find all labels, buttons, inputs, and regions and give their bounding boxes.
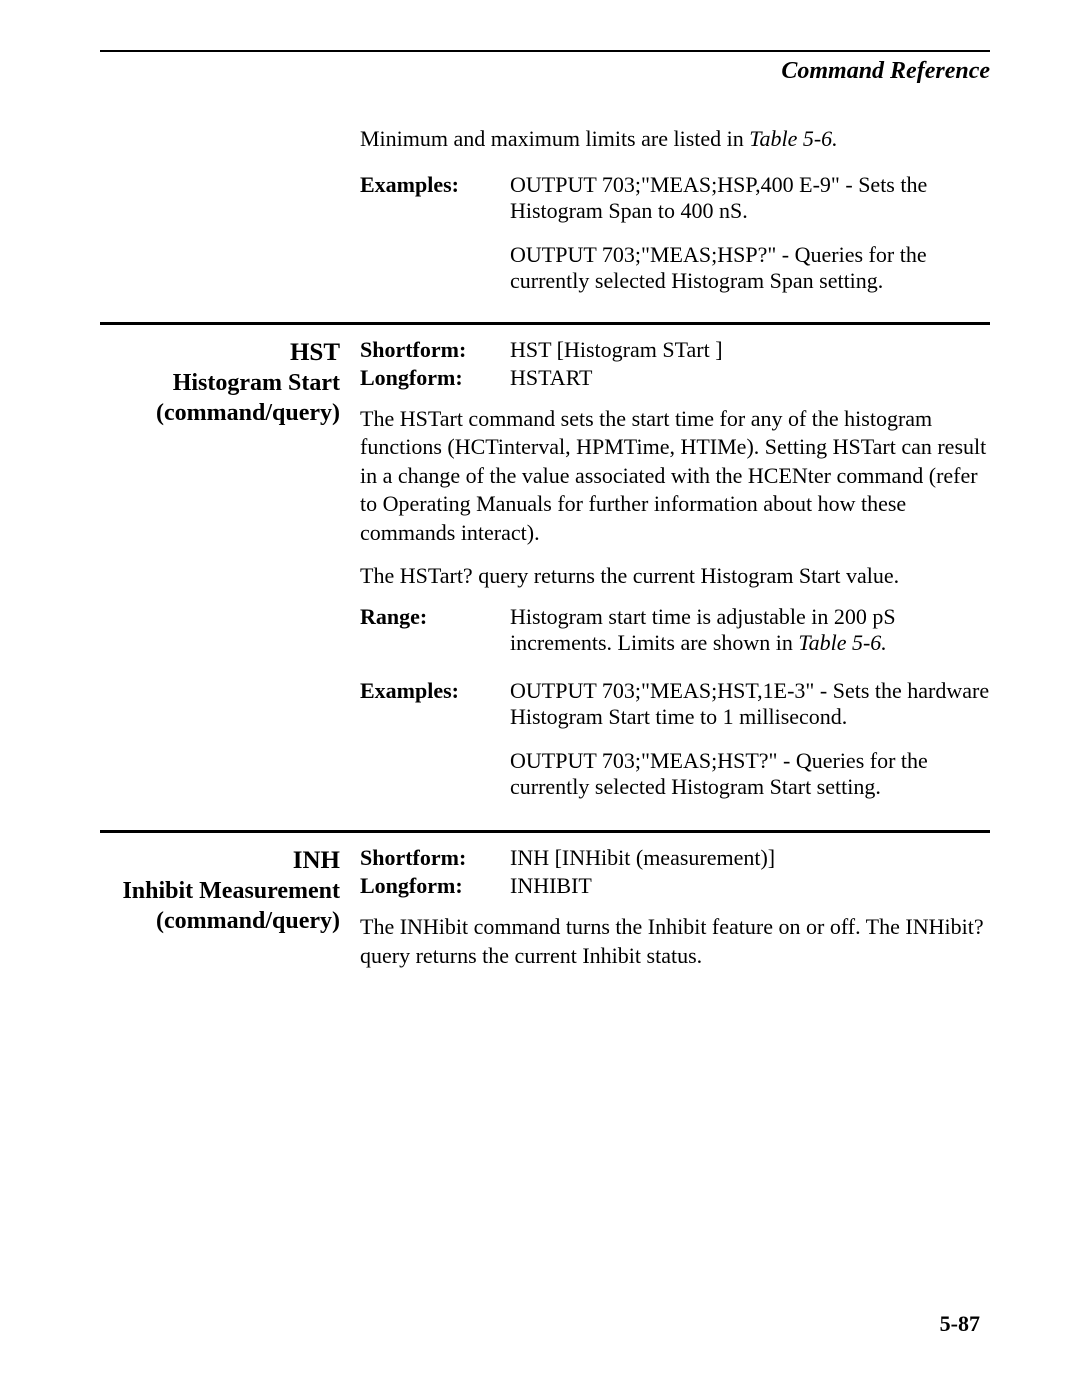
hst-example1: OUTPUT 703;"MEAS;HST,1E-3" - Sets the ha…	[510, 678, 990, 730]
spacer	[360, 242, 510, 294]
inh-left: INH Inhibit Measurement (command/query)	[100, 845, 360, 984]
hst-example2: OUTPUT 703;"MEAS;HST?" - Queries for the…	[510, 748, 990, 800]
inh-longform-label: Longform:	[360, 873, 510, 899]
hst-longform-value: HSTART	[510, 365, 990, 391]
inh-desc1: The INHibit command turns the Inhibit fe…	[360, 913, 990, 970]
limits-ref: Table 5-6.	[749, 126, 837, 151]
hst-range-label: Range:	[360, 604, 510, 656]
inh-abbr: INH	[100, 845, 340, 876]
inh-type: (command/query)	[100, 906, 340, 936]
examples-label: Examples:	[360, 172, 510, 224]
hst-header-block: HST Histogram Start (command/query) Shor…	[100, 337, 990, 803]
hst-desc1: The HSTart command sets the start time f…	[360, 405, 990, 548]
hst-left: HST Histogram Start (command/query)	[100, 337, 360, 803]
inh-header-block: INH Inhibit Measurement (command/query) …	[100, 845, 990, 984]
header-title: Command Reference	[100, 58, 990, 85]
intro-examples-row: Examples: OUTPUT 703;"MEAS;HSP,400 E-9" …	[360, 172, 990, 224]
hst-shortform-label: Shortform:	[360, 337, 510, 363]
inh-shortform-label: Shortform:	[360, 845, 510, 871]
intro-block: Minimum and maximum limits are listed in…	[360, 125, 990, 294]
header-rule	[100, 50, 990, 52]
inh-longform-value: INHIBIT	[510, 873, 990, 899]
inh-rule	[100, 830, 990, 833]
inh-shortform-row: Shortform: INH [INHibit (measurement)]	[360, 845, 990, 871]
hst-longform-row: Longform: HSTART	[360, 365, 990, 391]
hst-range-row: Range: Histogram start time is adjustabl…	[360, 604, 990, 656]
hst-desc2: The HSTart? query returns the current Hi…	[360, 562, 990, 591]
spacer	[360, 748, 510, 800]
hst-abbr: HST	[100, 337, 340, 368]
limits-line: Minimum and maximum limits are listed in…	[360, 125, 990, 154]
hst-examples-label: Examples:	[360, 678, 510, 730]
hst-type: (command/query)	[100, 398, 340, 428]
limits-text: Minimum and maximum limits are listed in	[360, 126, 749, 151]
hst-right: Shortform: HST [Histogram STart ] Longfo…	[360, 337, 990, 803]
inh-name: Inhibit Measurement	[100, 876, 340, 906]
page-container: Command Reference Minimum and maximum li…	[0, 0, 1080, 1397]
hst-shortform-value: HST [Histogram STart ]	[510, 337, 990, 363]
hst-range-value: Histogram start time is adjustable in 20…	[510, 604, 990, 656]
hst-range-ref: Table 5-6.	[798, 630, 886, 655]
intro-example2: OUTPUT 703;"MEAS;HSP?" - Queries for the…	[510, 242, 990, 294]
intro-example2-row: OUTPUT 703;"MEAS;HSP?" - Queries for the…	[360, 242, 990, 294]
page-number: 5-87	[940, 1311, 980, 1337]
intro-example1: OUTPUT 703;"MEAS;HSP,400 E-9" - Sets the…	[510, 172, 990, 224]
hst-shortform-row: Shortform: HST [Histogram STart ]	[360, 337, 990, 363]
inh-shortform-value: INH [INHibit (measurement)]	[510, 845, 990, 871]
hst-example2-row: OUTPUT 703;"MEAS;HST?" - Queries for the…	[360, 748, 990, 800]
hst-rule	[100, 322, 990, 325]
hst-longform-label: Longform:	[360, 365, 510, 391]
hst-examples-row: Examples: OUTPUT 703;"MEAS;HST,1E-3" - S…	[360, 678, 990, 730]
inh-right: Shortform: INH [INHibit (measurement)] L…	[360, 845, 990, 984]
inh-longform-row: Longform: INHIBIT	[360, 873, 990, 899]
hst-name: Histogram Start	[100, 368, 340, 398]
